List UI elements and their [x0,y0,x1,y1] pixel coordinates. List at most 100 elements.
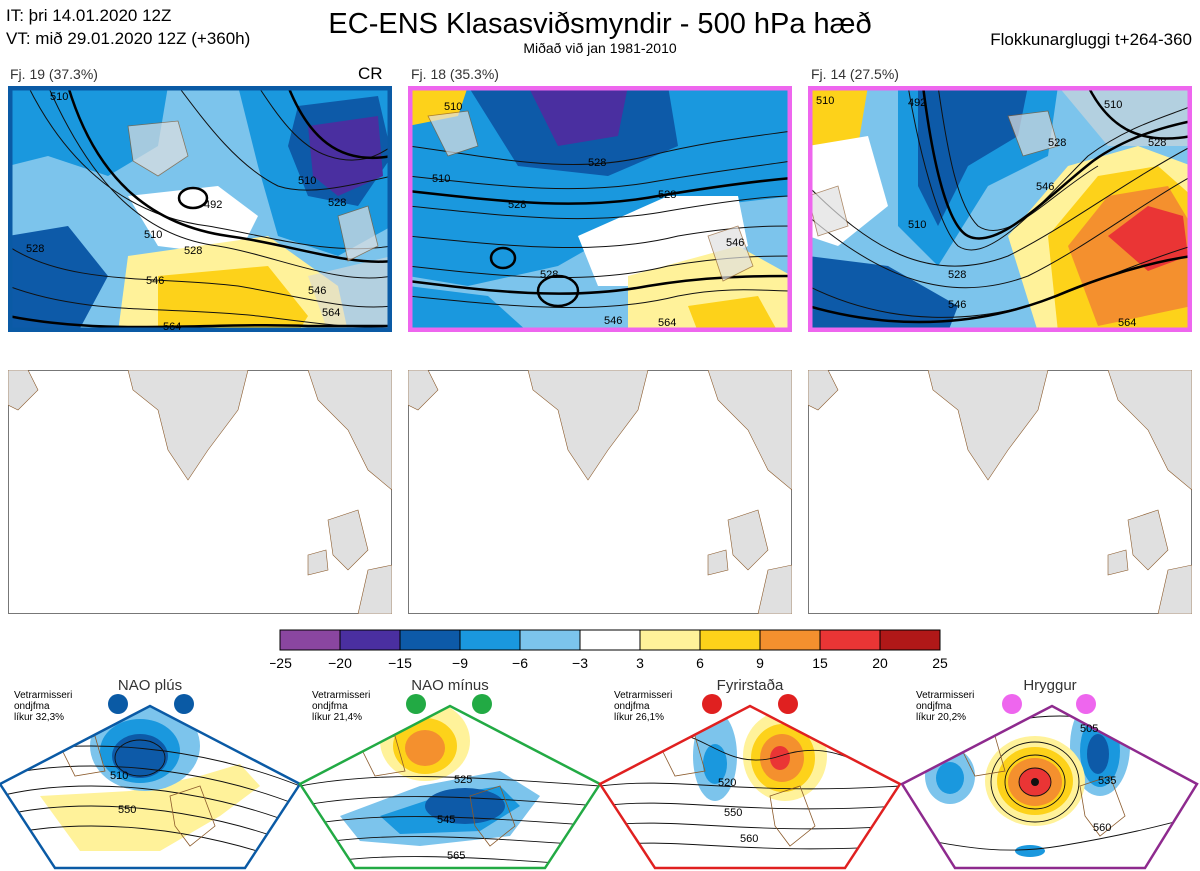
contour-label: 564 [1118,317,1136,329]
regime-season: Vetrarmisseri [14,690,72,701]
contour-label: 560 [740,833,758,845]
cluster-2-frame [408,86,792,332]
contour-label: 528 [948,269,966,281]
colorbar-tick-label: −9 [452,655,468,671]
contour-label: 520 [718,777,736,789]
contour-label: 492 [204,199,222,211]
contour-label: 546 [604,315,622,327]
contour-label: 505 [1080,723,1098,735]
regime-title: NAO plús [118,677,182,694]
cluster-2-label: Fj. 18 (35.3%) [411,66,499,82]
regime-season: Vetrarmisseri [312,690,370,701]
contour-label: 528 [540,269,558,281]
regime-season: Vetrarmisseri [916,690,974,701]
contour-label: 550 [724,807,742,819]
contour-label: 510 [816,95,834,107]
valid-time: VT: mið 29.01.2020 12Z (+360h) [6,29,251,48]
page-title: EC-ENS Klasasviðsmyndir - 500 hPa hæð [328,8,872,40]
anomaly-colorbar: −25 −20 −15 −9 −6 −3 3 6 9 15 20 25 [270,629,948,671]
colorbar-swatch [339,629,401,651]
regime-probability: líkur 21,4% [312,712,362,723]
colorbar-tick-label: 15 [812,655,828,671]
contour-label: 510 [298,175,316,187]
contour-label: 528 [658,189,676,201]
base-map-1 [8,370,392,614]
regime-months: ondjfma [916,701,952,712]
contour-label: 546 [146,275,164,287]
regime-season: Vetrarmisseri [614,690,672,701]
header-times: IT: þri 14.01.2020 12Z VT: mið 29.01.202… [6,4,250,50]
regime-ridge: Hryggur Vetrarmisseri ondjfma líkur 20,2… [900,677,1199,870]
contour-label: 528 [184,245,202,257]
regime-marker [1002,694,1022,714]
contour-label: 546 [948,299,966,311]
regime-months: ondjfma [614,701,650,712]
contour-label: 510 [908,219,926,231]
contour-label: 564 [163,321,181,332]
colorbar-tick-label: −15 [388,655,412,671]
regime-probability: líkur 32,3% [14,712,64,723]
cluster-2-map: 510 510 528 528 528 546 546 564 528 [408,86,792,332]
contour-label: 510 [50,91,68,103]
regime-probability: líkur 26,1% [614,712,664,723]
regime-title: Hryggur [1023,677,1076,694]
colorbar-tick-label: 25 [932,655,948,671]
cluster-1-tag: CR [358,64,383,83]
contour-label: 525 [454,774,472,786]
regime-months: ondjfma [312,701,348,712]
colorbar-tick-label: 9 [756,655,764,671]
colorbar-tick-label: 3 [636,655,644,671]
contour-label: 546 [308,285,326,297]
colorbar-swatch [759,629,821,651]
colorbar-tick-label: −3 [572,655,588,671]
contour-label: 528 [1148,137,1166,149]
contour-label: 528 [328,197,346,209]
regime-title: NAO mínus [411,677,489,694]
regime-nao-plus: NAO plús Vetrarmisseri ondjfma líkur 32,… [0,677,302,870]
contour-label: 528 [508,199,526,211]
contour-label: 510 [444,101,462,113]
cluster-3-map: 510 492 510 528 546 510 528 546 528 564 [808,86,1192,332]
regime-marker [702,694,722,714]
contour-label: 528 [26,243,44,255]
contour-label: 510 [110,770,128,782]
regime-marker [406,694,426,714]
contour-label: 510 [144,229,162,241]
colorbar-swatch [459,629,521,651]
colorbar-swatch [699,629,761,651]
contour-label: 545 [437,814,455,826]
colorbar-tick-label: −25 [270,655,292,671]
cluster-3-frame [808,86,1192,332]
page-subtitle: Miðað við jan 1981-2010 [523,40,677,56]
contour-label: 550 [118,804,136,816]
contour-label: 535 [1098,775,1116,787]
contour-label: 546 [1036,181,1054,193]
colorbar-swatch [579,629,641,651]
colorbar-tick-label: −20 [328,655,352,671]
regime-nao-minus: NAO mínus Vetrarmisseri ondjfma líkur 21… [298,677,602,870]
contour-label: 564 [658,317,676,329]
classification-window: Flokkunargluggi t+264-360 [990,30,1192,49]
colorbar-swatch [399,629,461,651]
contour-label: 510 [432,173,450,185]
contour-label: 560 [1093,822,1111,834]
cluster-1-frame [8,86,392,332]
cluster-1-label: Fj. 19 (37.3%) [10,66,98,82]
contour-label: 564 [322,307,340,319]
regime-marker [472,694,492,714]
cluster-3-label: Fj. 14 (27.5%) [811,66,899,82]
colorbar-swatch [879,629,941,651]
base-map-3 [808,370,1192,614]
regime-marker [108,694,128,714]
contour-label: 528 [1048,137,1066,149]
regime-blocking: Fyrirstaða Vetrarmisseri ondjfma líkur 2… [598,677,902,870]
regime-probability: líkur 20,2% [916,712,966,723]
regime-panels: NAO plús Vetrarmisseri ondjfma líkur 32,… [0,677,1199,870]
colorbar-swatch [279,629,341,651]
colorbar-swatch [519,629,581,651]
colorbar-tick-label: 6 [696,655,704,671]
init-time: IT: þri 14.01.2020 12Z [6,6,172,25]
regime-months: ondjfma [14,701,50,712]
contour-label: 565 [447,850,465,862]
colorbar-swatch [639,629,701,651]
